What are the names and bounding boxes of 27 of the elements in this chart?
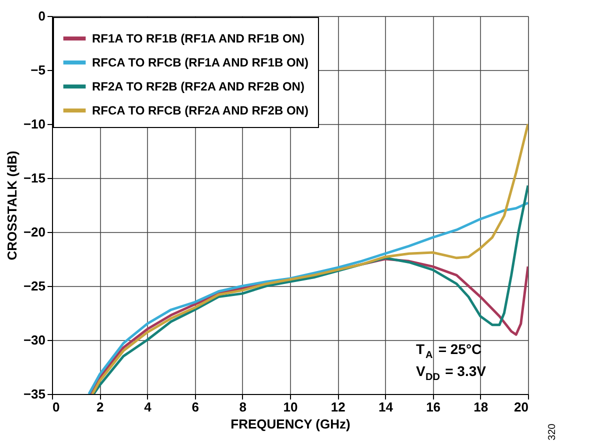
x-tick-label: 8	[239, 400, 247, 414]
x-tick-label: 0	[52, 400, 60, 414]
legend-label: RF2A TO RF2B (RF2A AND RF2B ON)	[92, 80, 304, 94]
x-tick-label: 18	[474, 400, 488, 414]
x-tick-label: 10	[283, 400, 298, 414]
y-tick-label: −25	[23, 278, 46, 294]
x-tick-label: 4	[144, 400, 152, 414]
y-tick-label: −30	[23, 332, 46, 348]
x-tick-label: 16	[426, 400, 441, 414]
x-tick-label: 20	[514, 400, 528, 414]
y-tick-label: −10	[23, 116, 46, 132]
y-axis-title: CROSSTALK (dB)	[4, 150, 20, 260]
y-tick-label: −5	[30, 62, 46, 78]
x-tick-label: 2	[96, 400, 104, 414]
x-tick-label: 6	[192, 400, 199, 414]
legend-label: RFCA TO RFCB (RF2A AND RF2B ON)	[92, 104, 308, 118]
y-tick-label: −35	[23, 386, 46, 402]
y-tick-label: 0	[38, 8, 46, 24]
line-series	[91, 122, 528, 394]
x-axis-title: FREQUENCY (GHz)	[230, 416, 350, 432]
legend-label: RF1A TO RF1B (RF1A AND RF1B ON)	[92, 32, 304, 46]
y-tick-label: −15	[23, 170, 46, 186]
legend-label: RFCA TO RFCB (RF1A AND RF1B ON)	[92, 56, 308, 70]
y-tick-label: −20	[23, 224, 46, 240]
x-tick-label: 14	[378, 400, 394, 414]
text: 320	[547, 423, 558, 440]
x-tick-label: 12	[330, 400, 346, 414]
